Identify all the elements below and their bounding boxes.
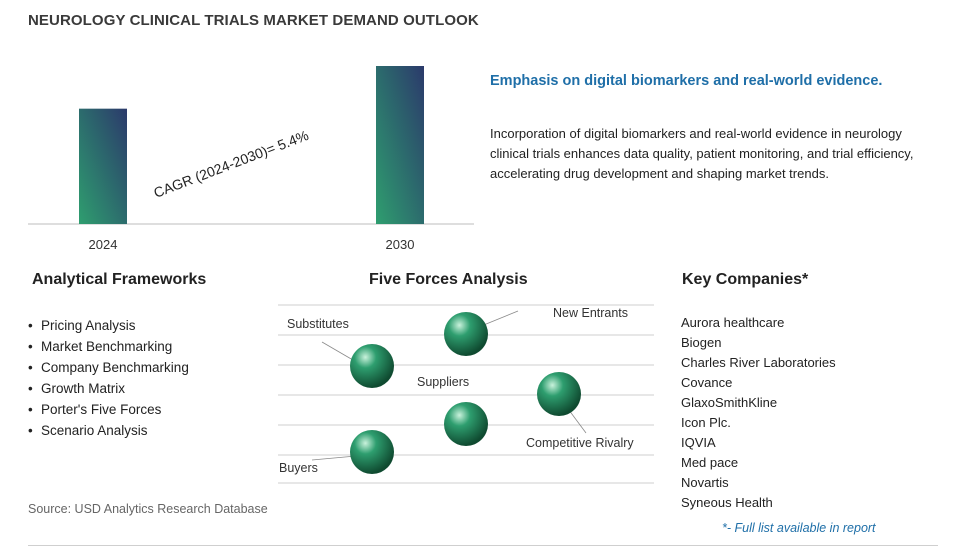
source-note: Source: USD Analytics Research Database — [28, 502, 268, 516]
list-item: Novartis — [681, 475, 729, 490]
sphere-competitive-rivalry — [537, 372, 581, 416]
full-list-note: *- Full list available in report — [722, 521, 876, 535]
five-forces-diagram: New Entrants Substitutes Suppliers Compe… — [278, 304, 654, 484]
sphere-substitutes — [350, 344, 394, 388]
label-new-entrants: New Entrants — [553, 306, 628, 320]
list-item: Scenario Analysis — [28, 420, 189, 441]
companies-heading: Key Companies* — [682, 271, 809, 288]
list-item: Porter's Five Forces — [28, 399, 189, 420]
list-item: Biogen — [681, 335, 722, 350]
list-item: Med pace — [681, 455, 739, 470]
frameworks-heading: Analytical Frameworks — [32, 271, 207, 288]
list-item: Aurora healthcare — [681, 315, 785, 330]
label-substitutes: Substitutes — [287, 317, 349, 331]
list-item: Company Benchmarking — [28, 357, 189, 378]
page-title: NEUROLOGY CLINICAL TRIALS MARKET DEMAND … — [28, 12, 479, 29]
bar-2024 — [79, 108, 127, 224]
sphere-suppliers — [444, 402, 488, 446]
list-item: Growth Matrix — [28, 378, 189, 399]
bottom-divider — [28, 545, 938, 546]
label-buyers: Buyers — [279, 461, 318, 475]
highlight-description: Incorporation of digital biomarkers and … — [490, 126, 914, 181]
highlight-heading: Emphasis on digital biomarkers and real-… — [490, 73, 883, 89]
five-forces-heading: Five Forces Analysis — [369, 271, 528, 288]
bar-2030 — [376, 66, 424, 224]
tick-label-2030: 2030 — [386, 237, 415, 252]
bar-chart: 2024 2030 CAGR (2024-2030)= 5.4% — [28, 66, 474, 252]
list-item: Charles River Laboratories — [681, 355, 836, 370]
frameworks-list: Pricing Analysis Market Benchmarking Com… — [28, 315, 189, 441]
list-item: Icon Plc. — [681, 415, 731, 430]
label-suppliers: Suppliers — [417, 375, 469, 389]
companies-list: Aurora healthcare Biogen Charles River L… — [681, 313, 836, 513]
list-item: IQVIA — [681, 435, 716, 450]
tick-label-2024: 2024 — [89, 237, 118, 252]
label-competitive-rivalry: Competitive Rivalry — [526, 436, 634, 450]
sphere-buyers — [350, 430, 394, 474]
list-item: GlaxoSmithKline — [681, 395, 778, 410]
list-item: Market Benchmarking — [28, 336, 189, 357]
list-item: Pricing Analysis — [28, 315, 189, 336]
cagr-annotation: CAGR (2024-2030)= 5.4% — [151, 127, 310, 201]
list-item: Covance — [681, 375, 733, 390]
list-item: Syneous Health — [681, 495, 773, 510]
sphere-new-entrants — [444, 312, 488, 356]
